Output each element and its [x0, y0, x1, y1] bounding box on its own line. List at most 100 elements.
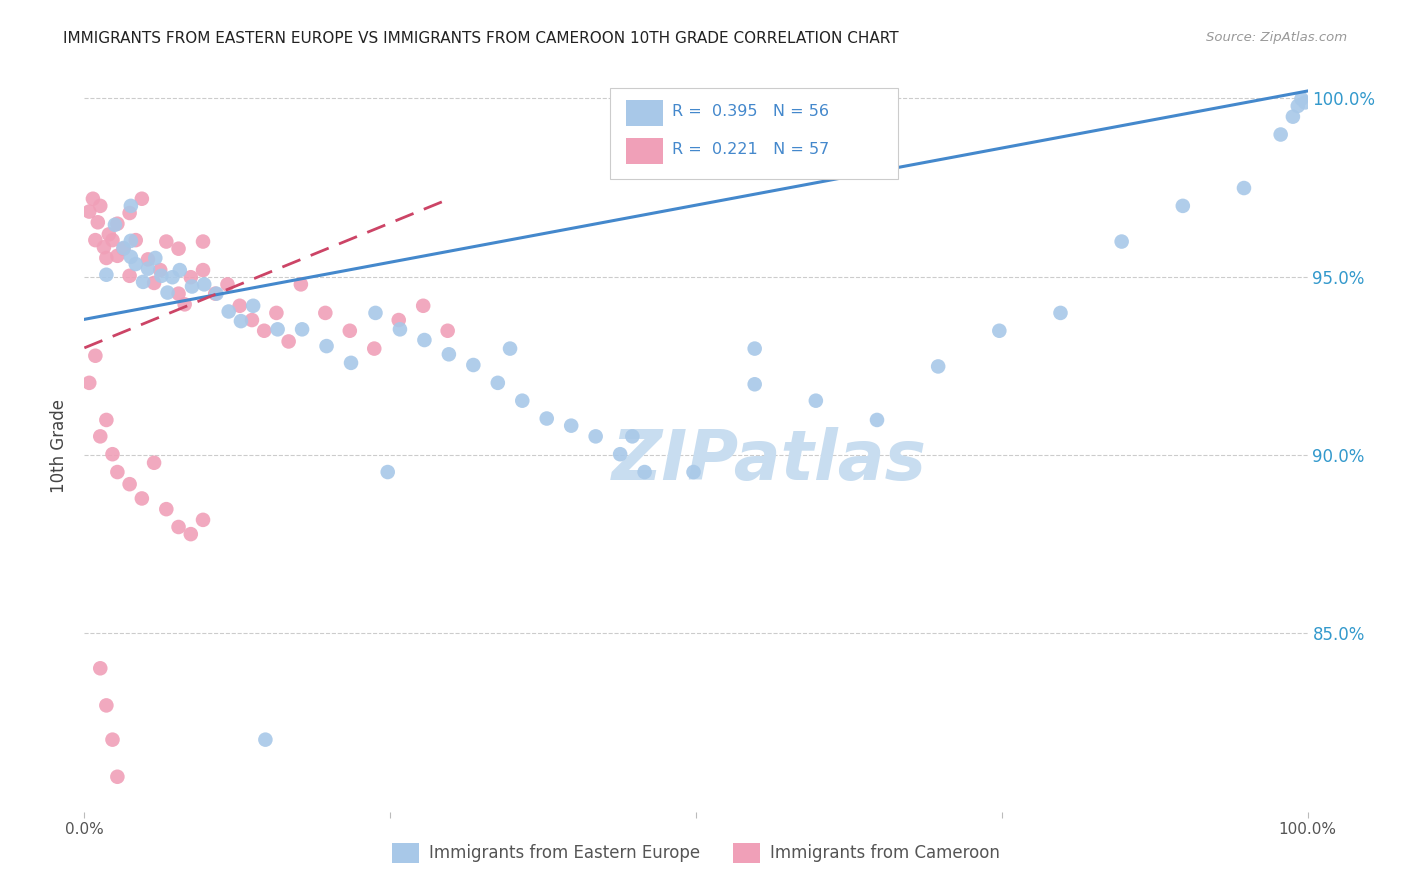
Point: [82, 192, 104, 206]
Point: [228, 299, 250, 313]
Legend: Immigrants from Eastern Europe, Immigrants from Cameroon: Immigrants from Eastern Europe, Immigran…: [385, 837, 1007, 869]
Point: [744, 377, 766, 392]
Point: [120, 199, 142, 213]
Point: [927, 359, 949, 374]
Point: [436, 324, 458, 338]
Point: [125, 257, 148, 271]
Point: [499, 342, 522, 356]
Point: [486, 376, 509, 390]
Point: [84, 233, 107, 247]
Point: [118, 268, 141, 283]
Point: [988, 324, 1011, 338]
Point: [167, 286, 190, 301]
FancyBboxPatch shape: [626, 100, 664, 127]
Point: [167, 520, 190, 534]
Point: [93, 240, 115, 254]
Point: [125, 233, 148, 247]
Point: [744, 342, 766, 356]
Point: [277, 334, 299, 349]
Point: [315, 339, 337, 353]
Point: [155, 502, 177, 516]
Point: [1294, 95, 1316, 110]
Point: [87, 215, 110, 229]
Text: ZIPatlas: ZIPatlas: [612, 427, 927, 494]
Point: [118, 206, 141, 220]
Point: [377, 465, 399, 479]
Point: [866, 413, 889, 427]
Point: [412, 299, 434, 313]
Point: [291, 322, 314, 336]
Point: [1286, 99, 1309, 113]
Point: [1270, 128, 1292, 142]
Point: [536, 411, 558, 425]
Point: [240, 313, 263, 327]
Point: [105, 217, 128, 231]
Point: [1111, 235, 1133, 249]
Y-axis label: 10th Grade: 10th Grade: [51, 399, 69, 493]
Point: [339, 324, 361, 338]
Point: [217, 277, 239, 292]
Point: [1049, 306, 1071, 320]
Point: [156, 285, 179, 300]
Point: [101, 732, 124, 747]
Point: [181, 279, 204, 293]
Point: [585, 429, 607, 443]
Point: [560, 418, 582, 433]
Point: [510, 393, 533, 408]
Point: [101, 233, 124, 247]
Point: [104, 218, 127, 232]
Point: [143, 456, 166, 470]
Point: [388, 322, 411, 336]
Point: [96, 251, 118, 265]
Point: [112, 241, 135, 255]
Point: [463, 358, 485, 372]
Point: [413, 333, 436, 347]
Point: [167, 242, 190, 256]
Text: R =  0.221   N = 57: R = 0.221 N = 57: [672, 142, 828, 157]
Point: [132, 275, 155, 289]
Point: [89, 429, 111, 443]
Point: [169, 263, 191, 277]
Point: [143, 276, 166, 290]
Point: [609, 447, 631, 461]
Point: [89, 661, 111, 675]
Text: Source: ZipAtlas.com: Source: ZipAtlas.com: [1206, 31, 1347, 45]
Point: [77, 376, 100, 390]
Point: [105, 465, 128, 479]
Point: [131, 491, 153, 506]
FancyBboxPatch shape: [626, 138, 664, 164]
Point: [96, 698, 118, 713]
Point: [131, 192, 153, 206]
Point: [1171, 199, 1194, 213]
Point: [112, 242, 135, 256]
Point: [205, 286, 228, 301]
Point: [173, 297, 195, 311]
FancyBboxPatch shape: [610, 87, 898, 179]
Point: [229, 314, 252, 328]
Point: [437, 347, 460, 361]
Point: [96, 413, 118, 427]
Point: [191, 513, 214, 527]
Point: [682, 465, 704, 479]
Point: [266, 306, 288, 320]
Point: [804, 393, 827, 408]
Point: [97, 227, 120, 242]
Point: [120, 250, 142, 264]
Point: [89, 199, 111, 213]
Point: [191, 235, 214, 249]
Point: [96, 268, 118, 282]
Text: R =  0.395   N = 56: R = 0.395 N = 56: [672, 104, 828, 120]
Point: [149, 263, 172, 277]
Point: [84, 349, 107, 363]
Point: [1282, 110, 1305, 124]
Point: [162, 270, 184, 285]
Point: [388, 313, 411, 327]
Point: [621, 429, 644, 443]
Point: [193, 277, 215, 292]
Point: [204, 286, 226, 301]
Point: [180, 527, 202, 541]
Point: [1291, 92, 1313, 106]
Text: IMMIGRANTS FROM EASTERN EUROPE VS IMMIGRANTS FROM CAMEROON 10TH GRADE CORRELATIO: IMMIGRANTS FROM EASTERN EUROPE VS IMMIGR…: [63, 31, 898, 46]
Point: [218, 304, 240, 318]
Point: [1233, 181, 1256, 195]
